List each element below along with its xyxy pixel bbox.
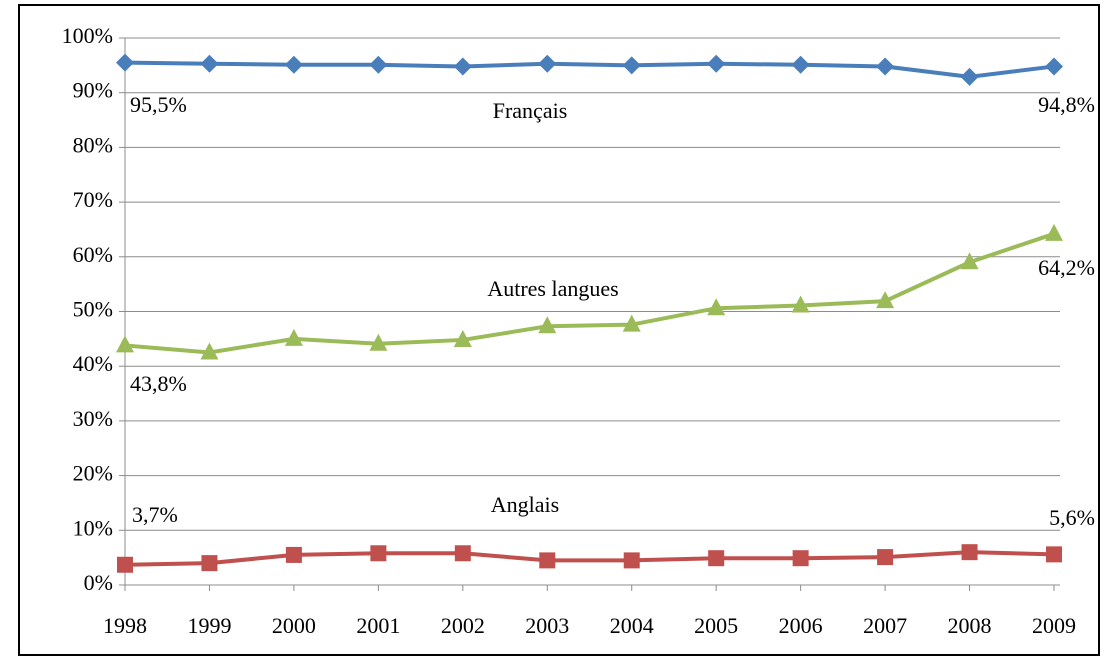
x-tick-label: 1999 <box>187 613 231 638</box>
y-tick-label: 40% <box>73 351 113 376</box>
marker <box>116 335 134 353</box>
x-tick-label: 2009 <box>1032 613 1076 638</box>
marker <box>117 556 133 573</box>
marker <box>877 549 894 566</box>
series-name: Anglais <box>491 492 559 517</box>
marker <box>707 54 726 73</box>
y-tick-label: 30% <box>73 406 113 431</box>
marker <box>369 55 388 74</box>
marker <box>284 328 303 346</box>
x-tick-label: 2002 <box>441 613 485 638</box>
marker <box>960 67 979 86</box>
marker <box>370 545 387 562</box>
marker <box>539 552 556 569</box>
series-name: Autres langues <box>487 276 618 301</box>
marker <box>707 298 726 316</box>
marker <box>285 546 302 563</box>
marker <box>116 53 134 72</box>
x-tick-label: 2001 <box>356 613 400 638</box>
marker <box>1045 223 1063 241</box>
marker <box>453 57 472 76</box>
y-tick-label: 50% <box>73 297 113 322</box>
marker <box>876 57 895 76</box>
x-tick-label: 2006 <box>779 613 823 638</box>
marker <box>538 54 557 73</box>
marker <box>708 550 725 567</box>
data-label: 94,8% <box>1038 92 1095 117</box>
marker <box>791 55 810 74</box>
x-tick-label: 2007 <box>863 613 907 638</box>
y-tick-label: 80% <box>73 132 113 157</box>
marker <box>622 314 641 332</box>
marker <box>454 545 471 562</box>
marker <box>453 329 472 347</box>
y-tick-label: 100% <box>62 23 113 48</box>
marker <box>369 333 388 351</box>
chart-frame <box>18 4 1100 656</box>
y-tick-label: 20% <box>73 461 113 486</box>
y-tick-label: 10% <box>73 515 113 540</box>
series-line <box>124 60 1055 79</box>
marker <box>200 342 219 360</box>
data-label: 43,8% <box>130 371 187 396</box>
data-label: 95,5% <box>130 92 187 117</box>
marker <box>792 550 809 567</box>
x-tick-label: 2008 <box>948 613 992 638</box>
y-tick-label: 90% <box>73 78 113 103</box>
marker <box>284 55 303 74</box>
marker <box>623 552 640 569</box>
marker <box>538 316 557 334</box>
marker <box>1046 546 1062 563</box>
marker <box>791 295 810 313</box>
y-tick-label: 0% <box>84 570 113 595</box>
data-label: 3,7% <box>132 502 178 527</box>
marker <box>876 291 895 309</box>
x-tick-label: 2005 <box>694 613 738 638</box>
marker <box>961 544 978 561</box>
marker <box>201 555 218 572</box>
series-line <box>124 231 1055 355</box>
data-label: 64,2% <box>1038 255 1095 280</box>
x-tick-label: 2000 <box>272 613 316 638</box>
marker <box>200 54 219 73</box>
marker <box>622 56 641 75</box>
x-tick-label: 1998 <box>103 613 147 638</box>
marker <box>960 252 979 270</box>
y-tick-label: 70% <box>73 187 113 212</box>
y-tick-label: 60% <box>73 242 113 267</box>
x-tick-label: 2004 <box>610 613 654 638</box>
marker <box>1045 57 1063 76</box>
data-label: 5,6% <box>1049 505 1095 530</box>
x-tick-label: 2003 <box>525 613 569 638</box>
series-name: Français <box>493 98 568 123</box>
series-line <box>124 550 1055 567</box>
